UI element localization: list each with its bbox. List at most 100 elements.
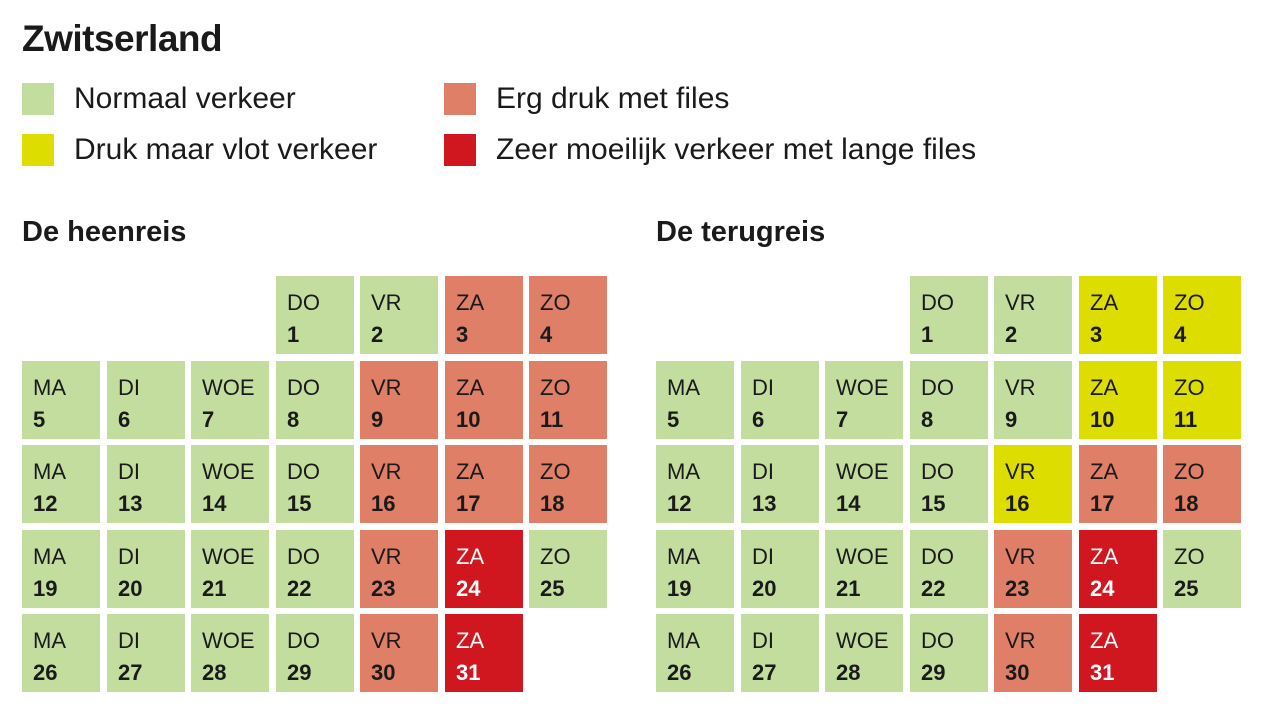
day-date: 16 — [371, 491, 396, 516]
day-name: DO — [921, 290, 954, 315]
day-cell: ZA 17 — [445, 445, 523, 523]
day-name: DO — [287, 375, 320, 400]
day-date: 24 — [456, 576, 481, 601]
day-date: 30 — [371, 660, 396, 685]
day-name: VR — [371, 544, 402, 569]
day-date: 6 — [118, 407, 131, 432]
day-date: 15 — [921, 491, 946, 516]
day-date: 11 — [1174, 407, 1198, 432]
day-cell: VR 2 — [994, 276, 1072, 354]
day-name: ZA — [1090, 628, 1119, 653]
day-date: 19 — [33, 576, 58, 601]
day-cell: ZO 18 — [1163, 445, 1241, 523]
day-cell: ZO 25 — [529, 530, 607, 608]
day-name: VR — [371, 459, 402, 484]
day-date: 11 — [540, 407, 564, 432]
day-date: 28 — [836, 660, 861, 685]
day-name: VR — [1005, 459, 1036, 484]
day-date: 26 — [33, 660, 58, 685]
day-cell: DI 27 — [107, 614, 185, 692]
day-date: 29 — [921, 660, 946, 685]
day-date: 22 — [921, 576, 946, 601]
legend-item-erg: Erg druk met files — [444, 82, 729, 116]
day-cell: DO 8 — [276, 361, 354, 439]
day-name: MA — [667, 459, 700, 484]
calendar-title-terugreis: De terugreis — [656, 216, 826, 248]
day-date: 19 — [667, 576, 692, 601]
day-cell: ZA 3 — [1079, 276, 1157, 354]
day-cell: VR 16 — [994, 445, 1072, 523]
day-cell: ZO 11 — [529, 361, 607, 439]
day-date: 18 — [540, 491, 565, 516]
day-cell: ZO 4 — [529, 276, 607, 354]
day-date: 3 — [1090, 322, 1103, 347]
day-cell: ZA 10 — [1079, 361, 1157, 439]
day-name: ZO — [540, 290, 571, 315]
day-date: 23 — [1005, 576, 1030, 601]
day-date: 4 — [540, 322, 553, 347]
day-name: MA — [33, 459, 66, 484]
day-date: 22 — [287, 576, 312, 601]
day-name: DO — [921, 628, 954, 653]
day-date: 2 — [371, 322, 384, 347]
day-cell: DO 8 — [910, 361, 988, 439]
day-cell: DO 1 — [910, 276, 988, 354]
legend-label-druk: Druk maar vlot verkeer — [74, 133, 378, 166]
day-cell: MA 19 — [22, 530, 100, 608]
day-name: ZA — [456, 459, 485, 484]
day-date: 9 — [1005, 407, 1018, 432]
day-name: WOE — [836, 459, 889, 484]
calendar-terugreis: DO 1 VR 2 ZA 3 ZO 4 MA 5 DI 6 WOE 7 DO 8 VR 9 ZA 10 ZO 11 MA 12… — [656, 276, 1241, 696]
day-name: DI — [118, 544, 140, 569]
day-cell: MA 26 — [22, 614, 100, 692]
day-name: ZO — [1174, 544, 1205, 569]
legend-label-zeer: Zeer moeilijk verkeer met lange files — [496, 133, 977, 166]
day-cell: MA 12 — [22, 445, 100, 523]
day-date: 17 — [456, 491, 481, 516]
day-date: 10 — [456, 407, 481, 432]
day-cell: WOE 14 — [191, 445, 269, 523]
page-title: Zwitserland — [22, 18, 223, 59]
day-name: MA — [33, 544, 66, 569]
day-cell: VR 30 — [360, 614, 438, 692]
day-name: WOE — [836, 544, 889, 569]
day-date: 5 — [667, 407, 680, 432]
day-cell: ZO 18 — [529, 445, 607, 523]
day-name: ZA — [1090, 544, 1119, 569]
day-date: 7 — [202, 407, 215, 432]
day-cell: VR 30 — [994, 614, 1072, 692]
day-cell: DI 6 — [741, 361, 819, 439]
day-name: MA — [33, 628, 66, 653]
legend-swatch-erg — [444, 83, 476, 115]
day-cell: ZA 24 — [1079, 530, 1157, 608]
day-date: 18 — [1174, 491, 1199, 516]
day-date: 29 — [287, 660, 312, 685]
day-name: DI — [752, 459, 774, 484]
day-name: VR — [371, 290, 402, 315]
day-name: DO — [921, 459, 954, 484]
day-name: ZO — [1174, 290, 1205, 315]
day-cell: ZA 17 — [1079, 445, 1157, 523]
day-name: VR — [1005, 628, 1036, 653]
day-cell: MA 12 — [656, 445, 734, 523]
day-name: WOE — [202, 628, 255, 653]
day-cell: DO 15 — [910, 445, 988, 523]
day-date: 1 — [287, 322, 300, 347]
day-cell: WOE 28 — [825, 614, 903, 692]
day-name: ZA — [456, 544, 485, 569]
day-name: DI — [118, 375, 140, 400]
day-date: 17 — [1090, 491, 1115, 516]
day-name: ZA — [456, 628, 485, 653]
day-date: 24 — [1090, 576, 1115, 601]
day-name: ZA — [1090, 459, 1119, 484]
day-date: 30 — [1005, 660, 1030, 685]
day-name: ZA — [456, 290, 485, 315]
day-date: 27 — [118, 660, 143, 685]
day-cell: WOE 14 — [825, 445, 903, 523]
day-name: ZA — [1090, 375, 1119, 400]
day-cell: DI 20 — [107, 530, 185, 608]
day-name: VR — [371, 375, 402, 400]
day-cell: ZA 3 — [445, 276, 523, 354]
day-date: 23 — [371, 576, 396, 601]
legend-item-druk: Druk maar vlot verkeer — [22, 133, 377, 167]
